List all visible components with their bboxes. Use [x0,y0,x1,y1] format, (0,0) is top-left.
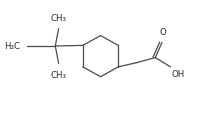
Text: H₃C: H₃C [4,42,20,50]
Text: CH₃: CH₃ [51,70,67,79]
Text: CH₃: CH₃ [51,14,67,23]
Text: O: O [160,28,167,37]
Text: OH: OH [172,69,185,78]
